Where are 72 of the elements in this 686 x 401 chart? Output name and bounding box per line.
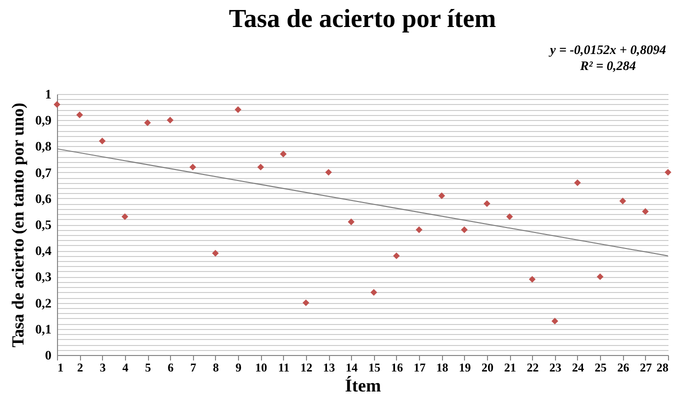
point [302, 299, 310, 306]
x-tick-label: 17 [414, 360, 426, 374]
point [619, 198, 626, 204]
x-tick-label: 25 [594, 360, 607, 374]
point [54, 101, 60, 108]
x-tick-label: 3 [100, 360, 106, 374]
x-tick-label: 14 [346, 360, 358, 374]
x-tick-label: 28 [656, 360, 668, 374]
x-tick-label: 16 [390, 360, 403, 374]
x-tick-label: 6 [168, 360, 174, 374]
x-tick-label: 1 [58, 360, 64, 374]
point [234, 106, 242, 114]
point [484, 200, 490, 207]
y-tick-label: 0,8 [35, 138, 52, 154]
point [416, 226, 422, 234]
point [189, 164, 196, 170]
point [574, 179, 581, 186]
point [642, 208, 649, 215]
y-axis-title: Tasa de acierto (en tanto por uno) [8, 102, 28, 348]
y-tick-label: 1 [45, 86, 52, 102]
y-tick-label: 0,3 [35, 269, 52, 284]
x-tick-label: 9 [236, 360, 242, 374]
text: R² = 0,284 [579, 58, 636, 73]
chart-title: Tasa de acierto por ítem [228, 4, 496, 33]
point [212, 250, 219, 257]
point [438, 192, 446, 200]
x-tick-label: 26 [617, 360, 630, 374]
x-tick-label: 4 [122, 360, 128, 374]
x-tick-label: 24 [572, 360, 584, 374]
text: y = -0,0152x + 0,8094 [548, 42, 666, 57]
x-tick-label: 13 [323, 360, 336, 374]
point [98, 138, 106, 144]
point [257, 164, 264, 170]
point [280, 150, 287, 158]
x-tick-label: 21 [504, 360, 516, 374]
x-tick-label: 27 [640, 360, 652, 374]
x-tick-label: 15 [368, 360, 380, 374]
x-tick-label: 7 [190, 360, 196, 374]
x-tick-label: 22 [526, 360, 539, 374]
x-tick-label: 20 [481, 360, 494, 374]
point [393, 252, 400, 260]
x-tick-label: 18 [436, 360, 448, 374]
y-tick-label: 0,9 [35, 112, 52, 128]
x-tick-label: 23 [549, 360, 562, 374]
point [325, 168, 332, 176]
point [166, 116, 174, 124]
x-tick-label: 8 [212, 360, 219, 374]
point [348, 218, 355, 226]
point [528, 276, 536, 283]
point [506, 213, 513, 220]
point [664, 168, 672, 176]
y-tick-label: 0,7 [35, 164, 52, 180]
x-axis-title: Ítem [345, 376, 381, 396]
y-tick-label: 0,1 [35, 321, 52, 336]
x-tick-label: 11 [278, 360, 290, 374]
point [460, 226, 468, 234]
y-tick-label: 0 [45, 348, 52, 362]
x-tick-label: 19 [458, 360, 471, 374]
y-tick-label: 0,5 [35, 217, 52, 232]
y-tick-label: 0,2 [35, 295, 52, 310]
y-tick-label: 0,6 [35, 190, 52, 206]
x-tick-label: 12 [300, 360, 312, 374]
point [122, 213, 128, 220]
point [370, 289, 378, 296]
x-tick-label: 5 [145, 360, 152, 374]
point [76, 112, 83, 118]
x-tick-label: 2 [77, 360, 84, 374]
point [144, 119, 151, 126]
point [552, 318, 558, 324]
point [596, 273, 604, 280]
x-tick-label: 10 [255, 360, 268, 374]
y-tick-label: 0,4 [35, 243, 52, 258]
